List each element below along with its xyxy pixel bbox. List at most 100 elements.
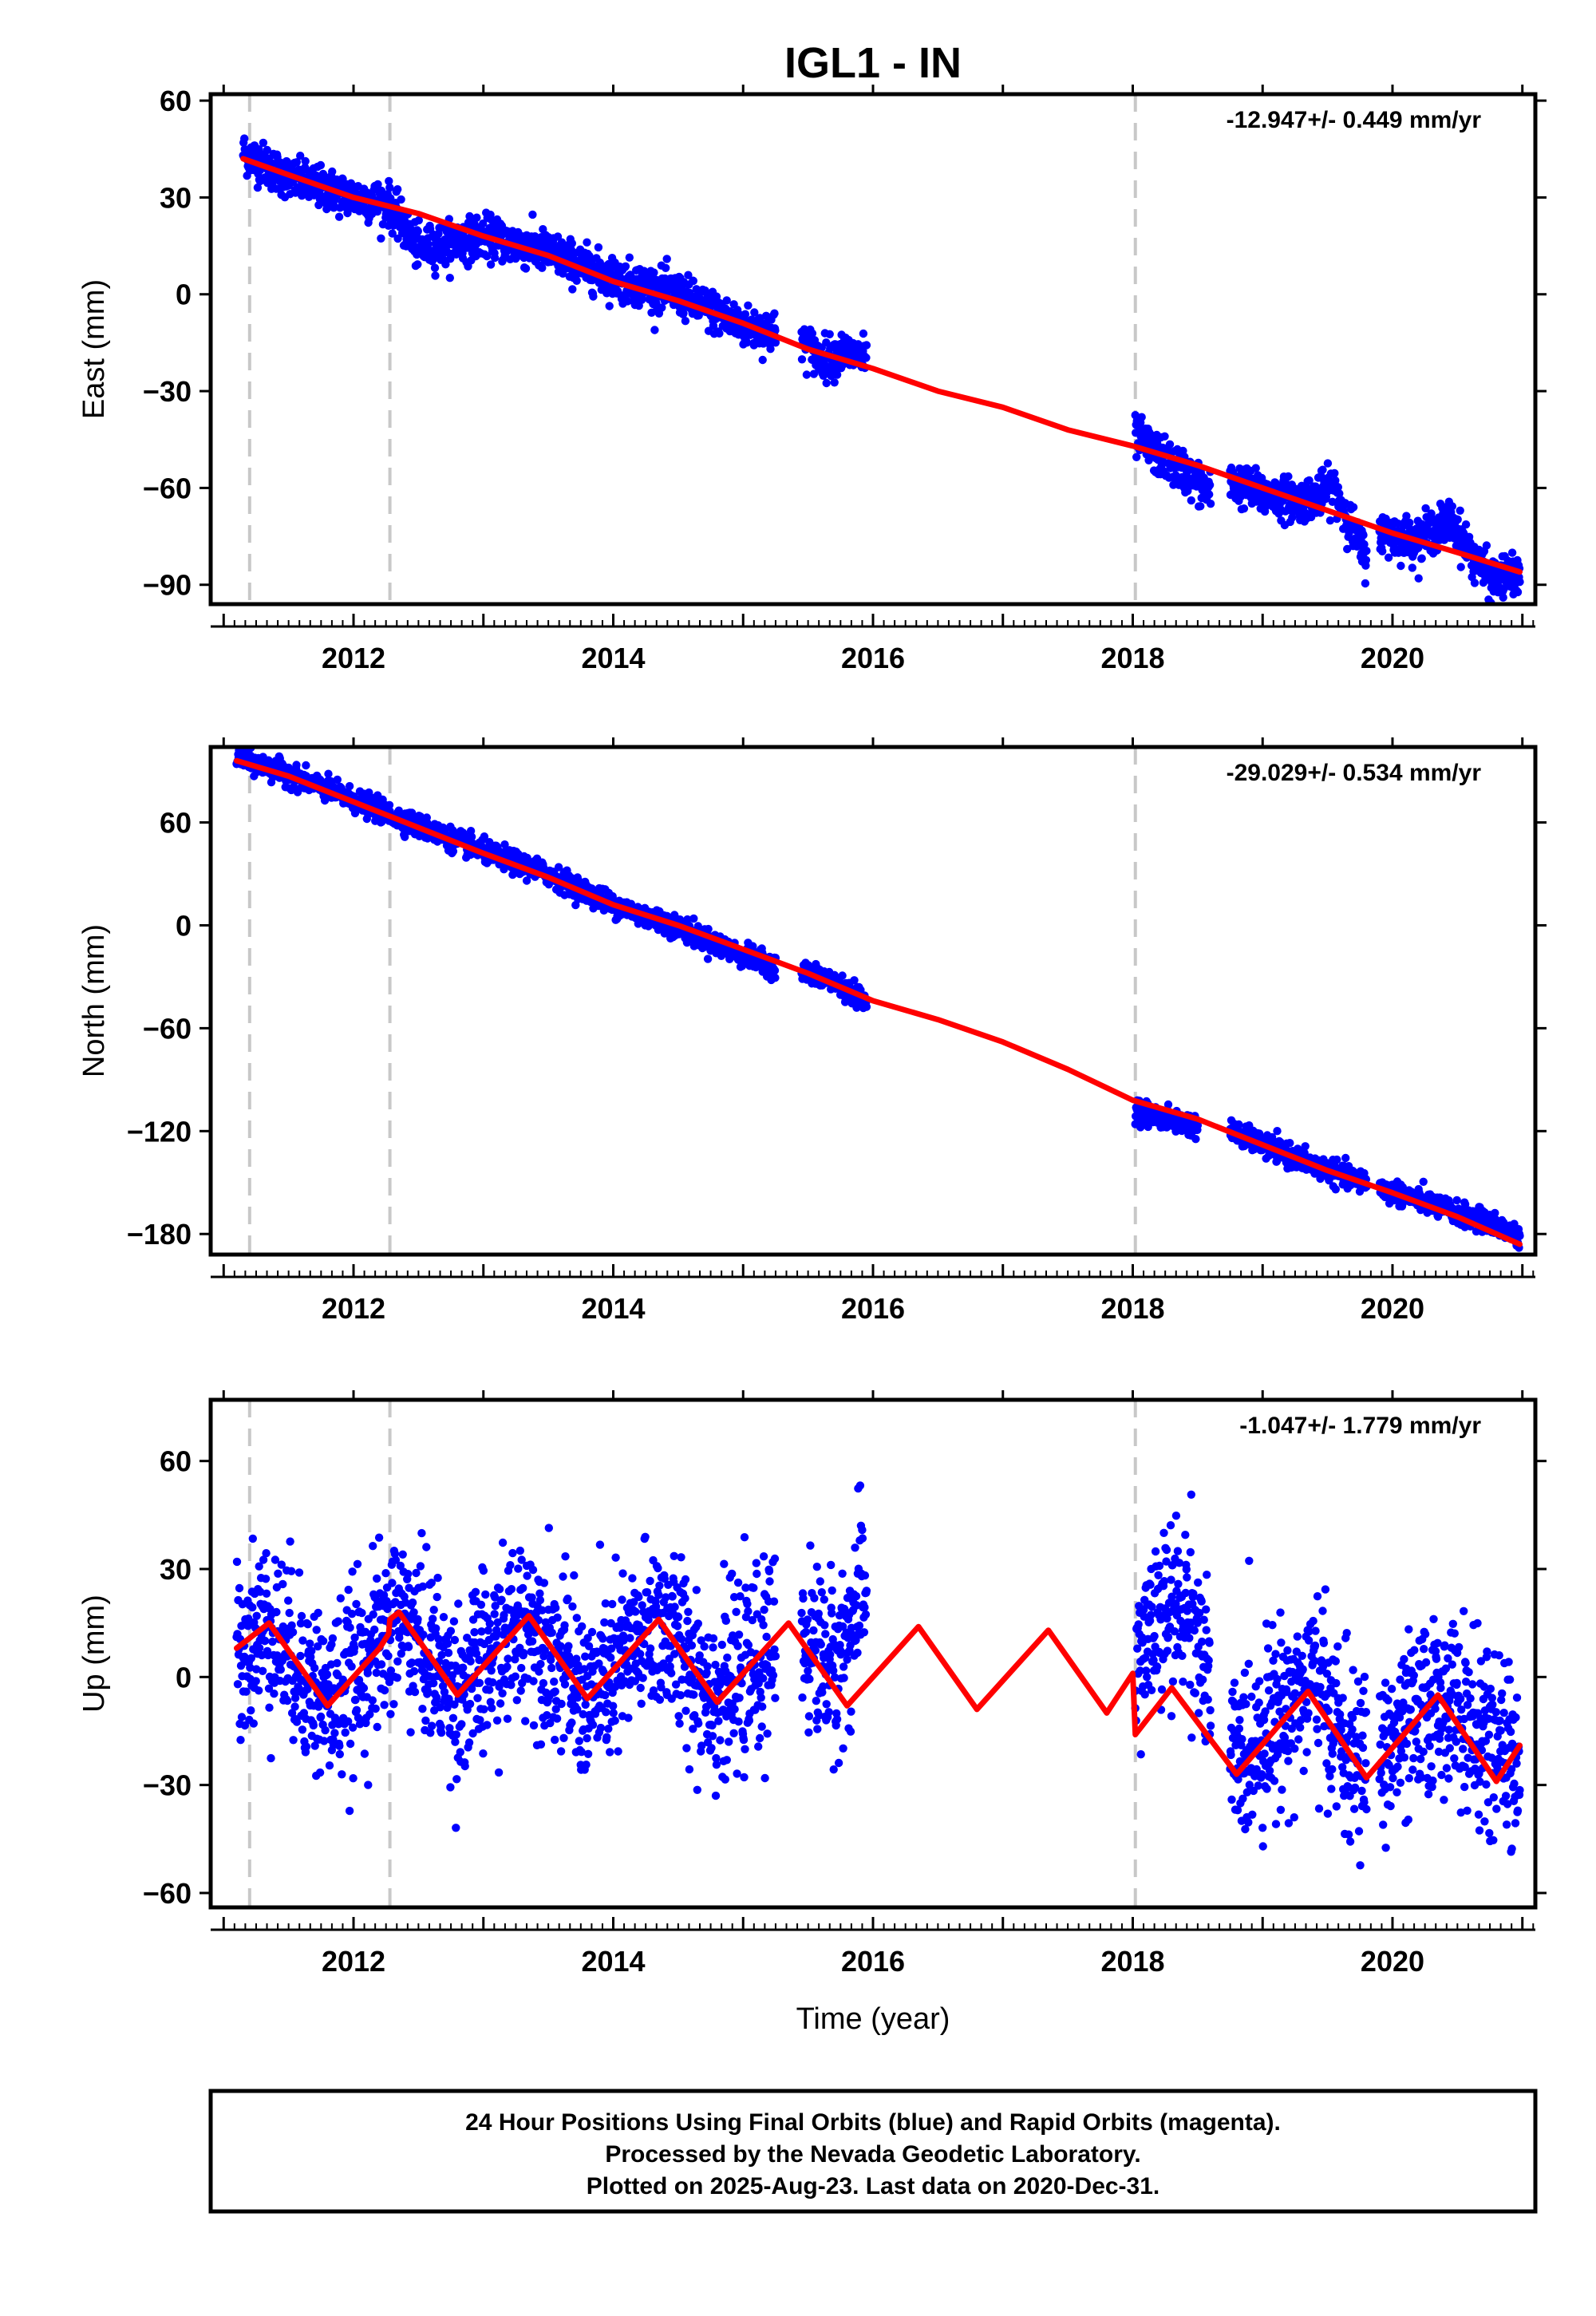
data-point [1187,496,1196,505]
data-point [583,238,591,247]
data-point [701,288,710,297]
data-point [594,243,603,252]
data-point [1163,1100,1173,1109]
data-point [263,145,271,155]
data-point [830,378,839,387]
data-point [1284,472,1293,481]
data-point [1273,1127,1282,1136]
data-point [1205,490,1214,499]
data-point [240,134,249,143]
data-point [1362,547,1371,555]
x-tick-label: 2012 [322,642,385,674]
data-point [621,262,630,271]
data-point [766,345,775,354]
data-point [385,176,393,186]
data-point [771,974,780,982]
data-point [259,138,268,148]
data-point [1417,554,1426,563]
data-point [744,301,753,310]
data-point [1507,548,1517,557]
x-tick-label: 2016 [841,642,905,674]
y-tick-label: 0 [176,279,192,311]
data-point [554,863,563,871]
data-point [741,310,750,318]
data-point [397,195,405,204]
data-point [385,800,394,809]
plot-frame [208,92,1538,607]
data-point [1361,579,1370,588]
data-point [850,976,859,985]
data-point [1421,504,1430,513]
data-point [1396,561,1405,571]
data-point [684,271,693,279]
data-point [553,232,563,241]
data-point [1191,1135,1200,1144]
data-point [1160,432,1169,441]
data-point [253,183,263,192]
data-point [1251,464,1260,472]
data-point [1235,1120,1243,1129]
data-point [1349,503,1358,512]
model-line [234,757,1523,1247]
data-point [809,370,819,378]
data-point [1408,563,1417,572]
data-point [704,924,713,934]
data-point [255,144,263,154]
data-point [1300,1148,1309,1157]
data-point [345,781,354,791]
data-point [862,354,871,362]
data-point [662,255,671,263]
data-point [1193,1120,1203,1130]
data-point [528,210,537,219]
data-point [770,309,779,318]
rate-label: -12.947+/- 0.449 mm/yr [1227,107,1482,133]
data-point [1137,413,1146,421]
data-point [683,915,692,924]
data-point [1165,440,1175,449]
data-point [1515,1231,1524,1240]
data-point [324,769,333,778]
data-point [1331,476,1340,485]
data-point [292,761,301,769]
y-tick-label: −30 [143,375,192,408]
data-point [385,183,394,192]
data-point [1460,1199,1470,1209]
data-point [802,370,812,379]
data-point [1470,579,1479,587]
data-point [1196,502,1205,511]
data-point [1452,1196,1461,1205]
data-point [722,296,731,305]
data-point [413,260,422,269]
data-point [1206,500,1215,508]
data-point [483,251,492,261]
data-point [441,260,450,269]
data-point [838,971,847,980]
data-point [1286,1139,1294,1148]
data-point [1414,574,1423,583]
data-point [679,309,688,318]
data-point [681,317,690,326]
data-point [328,167,337,176]
data-point [413,227,422,235]
data-point [334,212,344,221]
data-point [859,329,868,338]
data-point [1515,577,1524,587]
x-tick-label: 2018 [1100,642,1164,674]
data-point [1456,506,1464,515]
data-point [862,341,871,350]
data-point [445,274,454,283]
data-point [1325,516,1335,525]
data-point [1341,1153,1350,1163]
data-point [1448,502,1457,511]
data-point [377,234,385,243]
y-tick-label: 30 [160,181,192,214]
data-point [480,832,489,841]
data-point [414,215,423,225]
data-point [771,338,780,347]
data-point [538,263,547,272]
y-axis-label: East (mm) [77,279,111,419]
data-point [1305,476,1314,485]
data-point [1378,547,1387,555]
